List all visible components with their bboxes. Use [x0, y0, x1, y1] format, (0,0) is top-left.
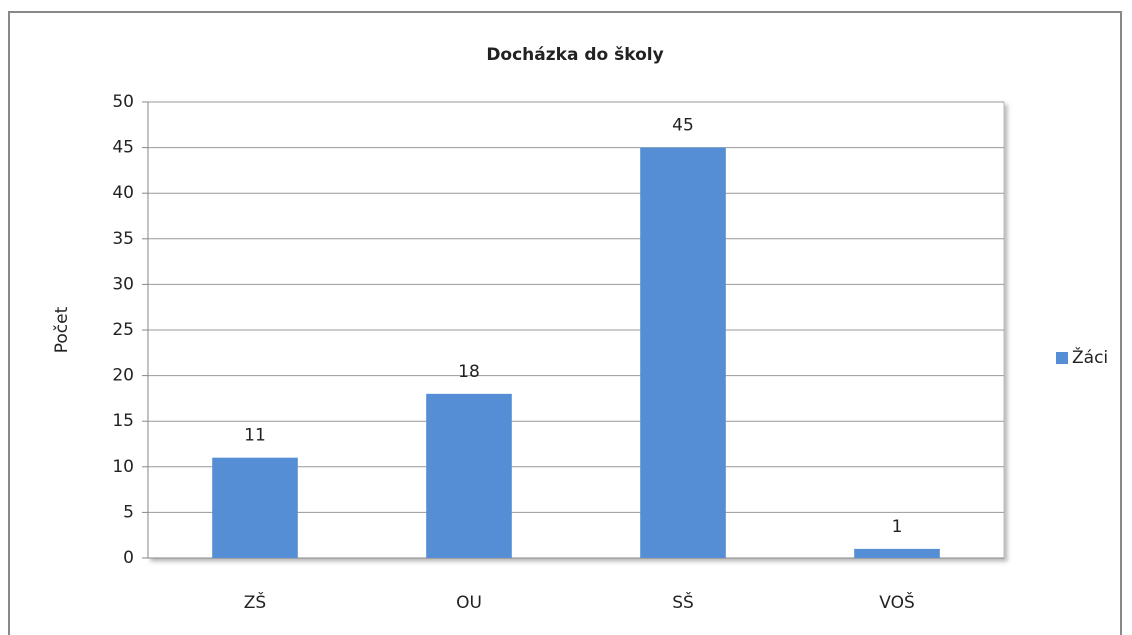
data-label: 18 — [458, 362, 480, 382]
legend-label: Žáci — [1072, 346, 1108, 368]
y-tick-label: 5 — [123, 502, 134, 522]
y-tick-label: 25 — [112, 320, 134, 340]
data-label: 1 — [892, 517, 903, 537]
x-tick-label: OU — [456, 593, 482, 613]
data-label: 45 — [672, 116, 694, 136]
legend-swatch — [1056, 352, 1068, 364]
y-tick-label: 50 — [112, 92, 134, 112]
bar — [426, 393, 512, 558]
y-tick-label: 30 — [112, 274, 134, 294]
data-label: 11 — [244, 426, 266, 446]
x-tick-label: VOŠ — [879, 591, 915, 613]
y-tick-label: 45 — [112, 138, 134, 158]
y-axis-label: Počet — [52, 306, 72, 353]
y-tick-label: 15 — [112, 411, 134, 431]
y-tick-label: 10 — [112, 457, 134, 477]
chart-title: Docházka do školy — [486, 45, 663, 65]
x-tick-label: ZŠ — [244, 591, 266, 613]
bar — [212, 457, 298, 558]
bar — [640, 147, 726, 558]
bar — [854, 548, 940, 558]
y-tick-label: 20 — [112, 366, 134, 386]
y-tick-label: 40 — [112, 183, 134, 203]
y-tick-label: 0 — [123, 548, 134, 568]
y-tick-label: 35 — [112, 229, 134, 249]
x-tick-label: SŠ — [672, 591, 694, 613]
